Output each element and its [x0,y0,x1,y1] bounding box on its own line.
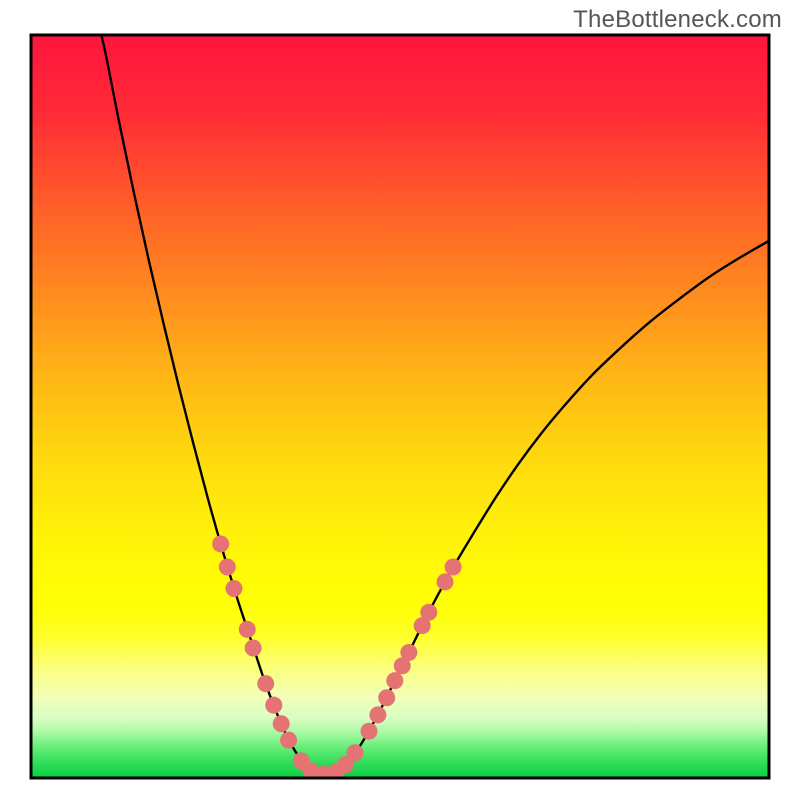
data-point [346,744,363,761]
data-point [361,723,378,740]
data-point [257,675,274,692]
data-point [437,573,454,590]
chart-container: TheBottleneck.com [0,0,800,800]
data-point [386,672,403,689]
data-point [225,580,242,597]
data-point [280,732,297,749]
data-point [420,604,437,621]
data-point [273,715,290,732]
data-point [219,558,236,575]
data-point [239,621,256,638]
data-point [212,535,229,552]
data-point [265,697,282,714]
data-point [378,689,395,706]
data-point [245,639,262,656]
data-point [445,558,462,575]
data-point [369,706,386,723]
bottleneck-chart [0,0,800,800]
watermark-text: TheBottleneck.com [573,6,782,34]
data-point [400,644,417,661]
